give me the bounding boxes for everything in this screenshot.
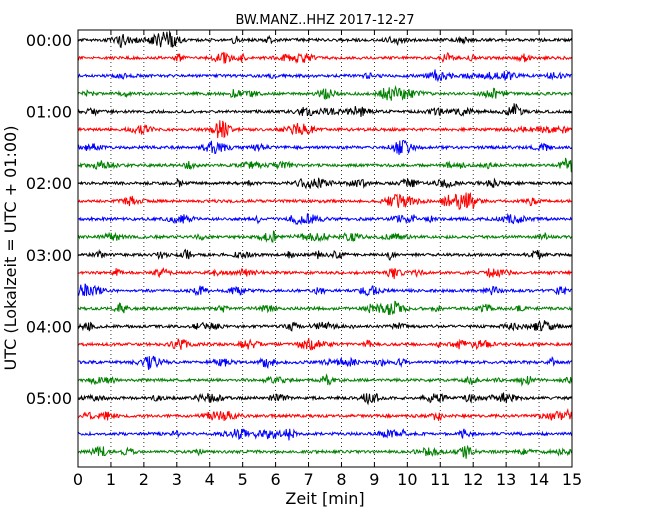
- seismogram-trace: [77, 407, 573, 421]
- x-tick-label: 6: [271, 470, 281, 489]
- seismogram-trace: [77, 139, 573, 155]
- x-tick-label: 8: [336, 470, 346, 489]
- seismogram-trace: [77, 267, 573, 280]
- x-tick-label: 14: [529, 470, 549, 489]
- seismogram-trace: [77, 157, 573, 173]
- y-tick-label: 02:00: [26, 174, 72, 193]
- seismogram-traces: [77, 30, 573, 459]
- seismogram-trace: [77, 283, 573, 297]
- seismogram-trace: [77, 392, 573, 406]
- y-axis-ticks: 00:00 01:00 02:00 03:00 04:00 05:00: [26, 31, 572, 408]
- seismogram-trace: [77, 69, 573, 83]
- x-tick-label: 7: [303, 470, 313, 489]
- y-tick-label: 05:00: [26, 389, 72, 408]
- seismogram-trace: [77, 337, 573, 351]
- x-tick-label: 5: [238, 470, 248, 489]
- x-axis-ticks: 0 1 2 3 4 5 6 7 8 9 10 11 12 13 14 15: [73, 30, 582, 489]
- seismogram-trace: [77, 51, 573, 65]
- x-tick-label: 9: [369, 470, 379, 489]
- plot-frame: [77, 29, 573, 468]
- seismogram-trace: [77, 373, 573, 387]
- seismogram-trace: [77, 444, 573, 459]
- y-tick-label: 03:00: [26, 246, 72, 265]
- x-tick-label: 3: [172, 470, 182, 489]
- seismogram-trace: [77, 230, 573, 243]
- x-tick-label: 2: [139, 470, 149, 489]
- x-tick-label: 12: [463, 470, 483, 489]
- seismogram-trace: [77, 84, 573, 101]
- y-tick-label: 01:00: [26, 103, 72, 122]
- y-tick-label: 00:00: [26, 31, 72, 50]
- seismogram-trace: [77, 177, 572, 190]
- seismogram-trace: [78, 212, 573, 226]
- seismogram-trace: [77, 428, 573, 441]
- seismogram-trace: [77, 300, 573, 316]
- seismogram-trace: [77, 120, 573, 139]
- x-axis-label: Zeit [min]: [285, 489, 364, 508]
- y-axis-label: UTC (Lokalzeit = UTC + 01:00): [1, 126, 20, 371]
- y-tick-label: 04:00: [26, 317, 72, 336]
- x-tick-label: 13: [496, 470, 516, 489]
- seismogram-trace: [77, 192, 573, 210]
- seismogram-trace: [77, 30, 573, 49]
- seismogram-trace: [77, 320, 573, 332]
- x-tick-label: 15: [562, 470, 582, 489]
- seismogram-trace: [77, 103, 573, 118]
- x-tick-label: 4: [205, 470, 215, 489]
- seismogram-trace: [77, 248, 573, 261]
- x-tick-label: 1: [106, 470, 116, 489]
- chart-title: BW.MANZ..HHZ 2017-12-27: [235, 13, 414, 28]
- x-tick-label: 11: [430, 470, 450, 489]
- x-tick-label: 0: [73, 470, 83, 489]
- x-tick-label: 10: [397, 470, 417, 489]
- seismogram-trace: [78, 355, 573, 370]
